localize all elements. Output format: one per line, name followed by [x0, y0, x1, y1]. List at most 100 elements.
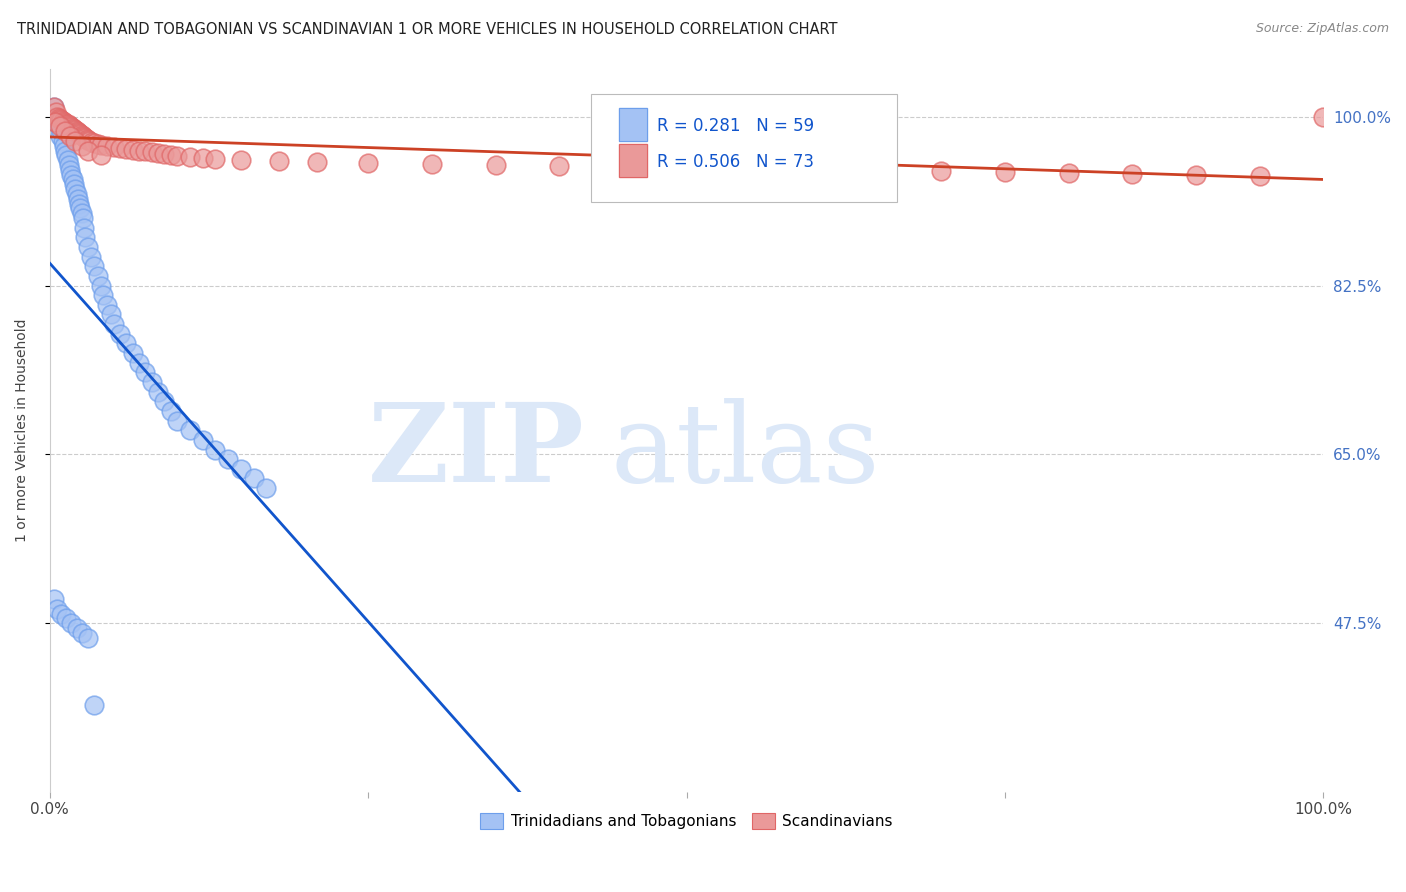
Point: [65, 134, 87, 148]
Point: [420, 157, 443, 171]
Point: [70, 206, 93, 220]
Point: [159, 148, 181, 162]
Point: [75, 230, 97, 244]
Point: [484, 158, 506, 172]
Point: [42, 592, 65, 607]
Point: [51, 112, 73, 127]
Point: [65, 123, 87, 137]
Text: ZIP: ZIP: [368, 399, 585, 506]
Point: [204, 442, 226, 457]
Point: [65, 124, 87, 138]
Point: [62, 172, 84, 186]
Point: [134, 145, 156, 159]
Point: [115, 336, 138, 351]
Point: [229, 462, 252, 476]
Point: [100, 308, 122, 322]
Point: [59, 120, 82, 134]
Text: R = 0.281   N = 59: R = 0.281 N = 59: [657, 117, 814, 135]
Point: [267, 154, 290, 169]
Point: [108, 140, 131, 154]
Point: [79, 250, 101, 264]
Point: [612, 160, 634, 174]
FancyBboxPatch shape: [591, 94, 897, 202]
Point: [46, 110, 69, 124]
Bar: [619, 145, 647, 177]
Point: [59, 129, 82, 144]
Point: [179, 150, 201, 164]
Point: [67, 196, 90, 211]
Point: [83, 136, 105, 150]
Point: [45, 110, 67, 124]
Point: [91, 288, 114, 302]
Point: [79, 134, 101, 148]
Point: [179, 423, 201, 437]
Point: [87, 136, 110, 151]
Point: [128, 144, 150, 158]
Legend: Trinidadians and Tobagonians, Scandinavians: Trinidadians and Tobagonians, Scandinavi…: [474, 806, 898, 835]
Point: [548, 159, 571, 173]
Point: [108, 326, 131, 341]
Point: [70, 138, 93, 153]
Point: [1121, 167, 1143, 181]
Point: [52, 114, 75, 128]
Point: [63, 122, 86, 136]
Point: [51, 124, 73, 138]
Point: [83, 259, 105, 273]
Point: [134, 365, 156, 379]
Point: [69, 202, 91, 216]
Point: [65, 186, 87, 201]
Point: [159, 404, 181, 418]
Point: [53, 144, 76, 158]
Point: [77, 631, 100, 645]
Point: [42, 100, 65, 114]
Point: [90, 278, 112, 293]
Point: [46, 601, 69, 615]
Point: [229, 153, 252, 168]
Point: [1057, 166, 1080, 180]
Point: [191, 433, 214, 447]
Point: [55, 148, 77, 162]
Point: [90, 148, 112, 162]
Point: [51, 607, 73, 621]
Point: [44, 114, 66, 128]
Point: [866, 162, 889, 177]
Point: [48, 111, 70, 125]
Point: [48, 120, 70, 134]
Point: [96, 138, 118, 153]
Point: [83, 698, 105, 713]
Point: [128, 356, 150, 370]
Text: R = 0.506   N = 73: R = 0.506 N = 73: [657, 153, 814, 171]
Point: [803, 161, 825, 176]
Point: [357, 156, 380, 170]
Point: [66, 192, 89, 206]
Point: [121, 143, 143, 157]
Point: [1312, 110, 1334, 124]
Point: [49, 112, 72, 126]
Point: [60, 616, 83, 631]
Point: [55, 116, 77, 130]
Point: [166, 414, 188, 428]
Point: [90, 137, 112, 152]
Point: [121, 346, 143, 360]
Point: [66, 125, 89, 139]
Y-axis label: 1 or more Vehicles in Household: 1 or more Vehicles in Household: [15, 318, 30, 542]
Point: [153, 394, 176, 409]
Point: [45, 104, 67, 119]
Point: [146, 384, 169, 399]
Bar: [619, 108, 647, 141]
Point: [77, 144, 100, 158]
Text: atlas: atlas: [610, 399, 880, 506]
Point: [49, 120, 72, 134]
Point: [153, 147, 176, 161]
Point: [141, 145, 163, 160]
Point: [73, 220, 96, 235]
Point: [77, 133, 100, 147]
Point: [675, 161, 697, 175]
Point: [69, 127, 91, 141]
Bar: [619, 108, 647, 141]
Bar: [619, 145, 647, 177]
Point: [146, 146, 169, 161]
Point: [87, 268, 110, 283]
Point: [77, 240, 100, 254]
Point: [53, 124, 76, 138]
